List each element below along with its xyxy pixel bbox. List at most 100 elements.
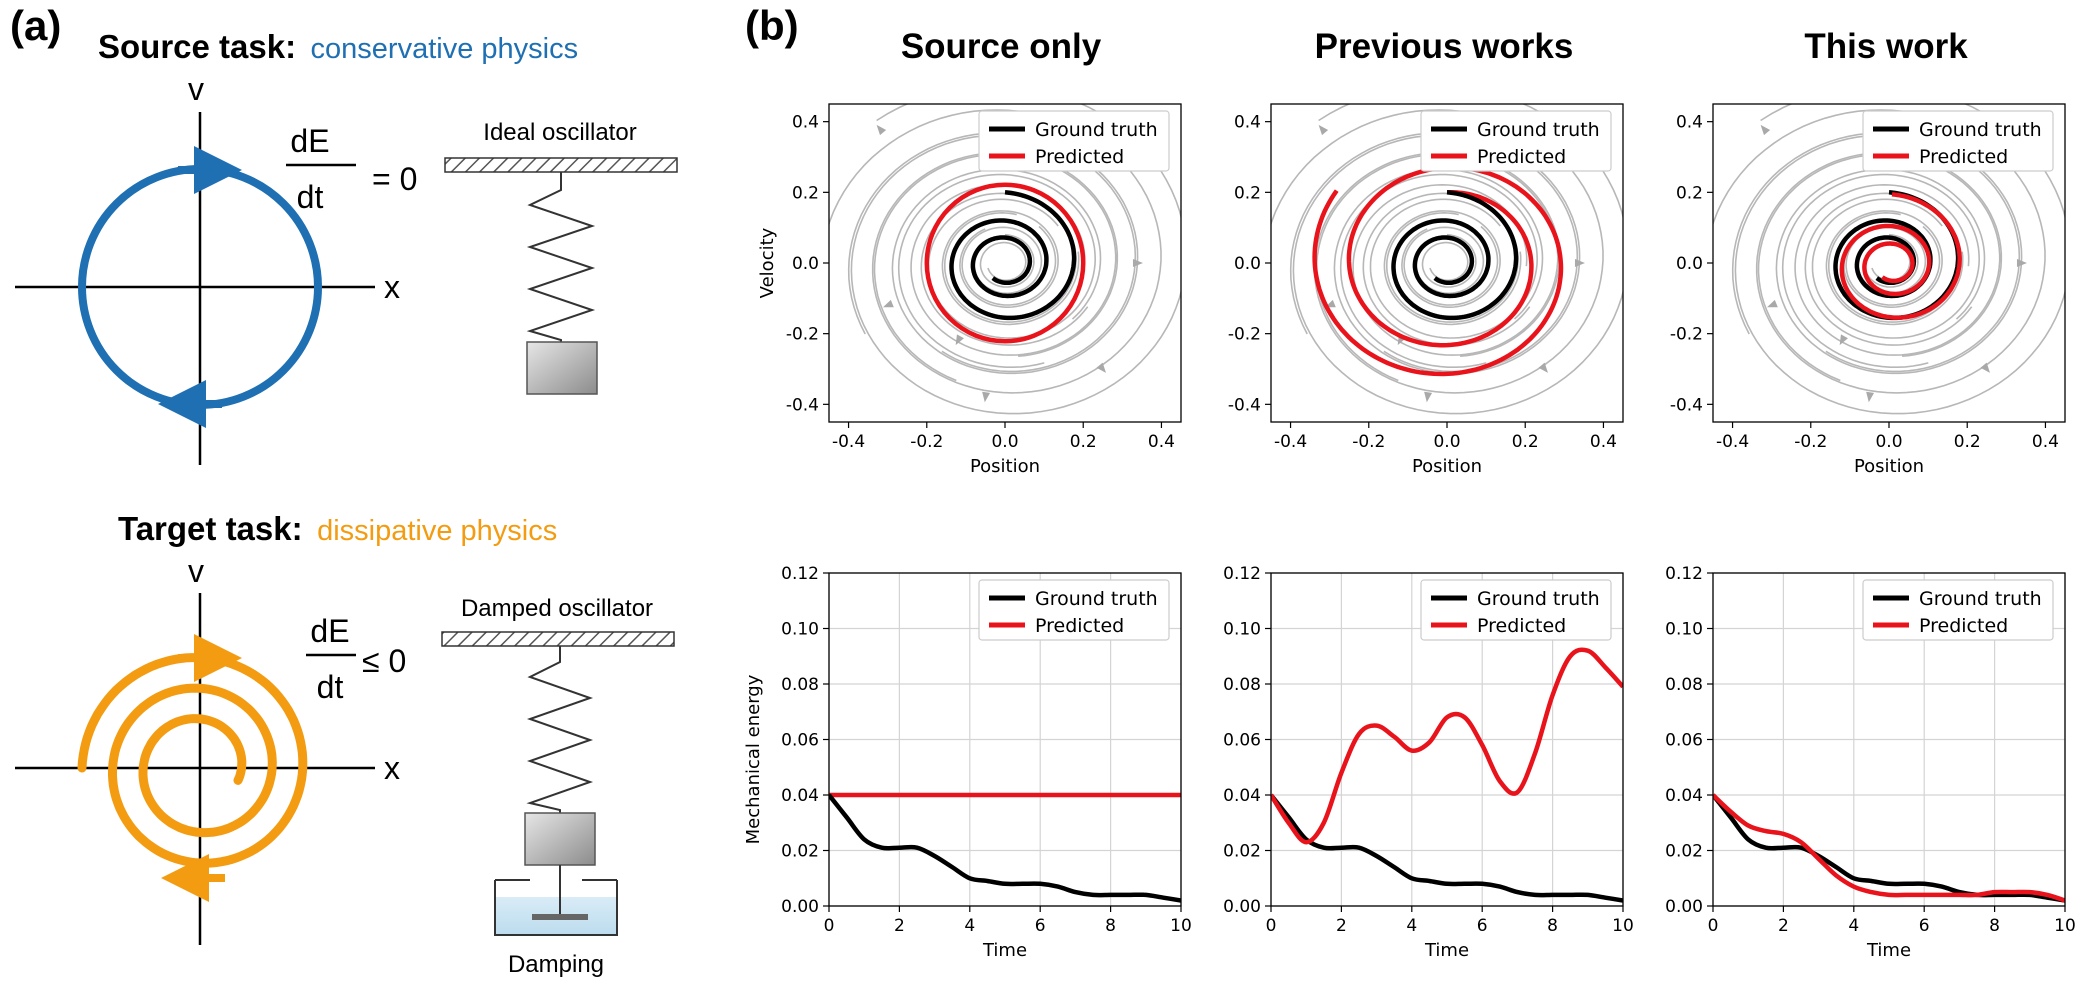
plot-frame	[828, 572, 1182, 907]
y-tick-label: 0.04	[781, 786, 819, 806]
source-eq-den: dt	[297, 179, 324, 215]
y-tick-label: -0.2	[1670, 325, 1703, 345]
streamline	[1315, 153, 1559, 382]
x-tick-label: 10	[1170, 916, 1192, 936]
y-tick-label: 0.08	[781, 675, 819, 695]
x-tick-label: 10	[2054, 916, 2076, 936]
y-tick-label: -0.2	[1228, 325, 1261, 345]
predicted-curve	[1271, 647, 1623, 845]
y-axis-label: Velocity	[757, 227, 778, 298]
y-tick-label: 0.08	[1223, 675, 1261, 695]
damped-mass	[524, 812, 596, 866]
x-tick-label: 8	[1547, 916, 1558, 936]
ground-truth-curve	[1271, 793, 1623, 903]
phase-2-legend-box	[1420, 110, 1612, 172]
ground-truth-curve	[1391, 190, 1519, 321]
y-tick-label: 0.0	[1676, 254, 1703, 274]
y-tick-label: 0.02	[1223, 842, 1261, 862]
x-axis-label: Time	[982, 940, 1027, 961]
damped-oscillator-label: Damped oscillator	[461, 595, 653, 622]
x-tick-label: 0.4	[2032, 432, 2059, 452]
x-tick-label: 0.4	[1148, 432, 1175, 452]
phase-curves	[924, 182, 1086, 344]
ideal-ceiling	[444, 157, 678, 173]
ideal-oscillator: Ideal oscillator	[444, 119, 678, 395]
column-title-this-work: This work	[1804, 27, 1968, 66]
stream-arrow	[1096, 362, 1106, 373]
x-tick-label: 0.2	[1954, 432, 1981, 452]
x-tick-label: 0.0	[991, 432, 1018, 452]
streamline	[961, 225, 1057, 306]
energy-curves	[829, 792, 1181, 903]
y-tick-label: 0.10	[1665, 620, 1703, 640]
source-task-title: Source task: conservative physics	[98, 28, 578, 65]
x-tick-label: 0.0	[1875, 432, 1902, 452]
x-tick-label: 0.0	[1433, 432, 1460, 452]
x-tick-label: 0	[1708, 916, 1719, 936]
streamline	[1403, 225, 1499, 306]
streamline	[1731, 132, 2023, 375]
plot-frame	[828, 103, 1182, 423]
stream-arrow	[1132, 259, 1143, 267]
streamline	[1421, 233, 1477, 288]
streamline	[1757, 153, 2001, 382]
damping-label: Damping	[508, 951, 604, 978]
phase-3-legend-pred-text: Predicted	[1919, 146, 2008, 168]
y-axis-label: Mechanical energy	[743, 674, 764, 844]
predicted-curve	[1839, 192, 1962, 320]
plot-frame	[1712, 572, 2066, 907]
x-axis-label: Position	[970, 456, 1040, 477]
y-tick-label: 0.4	[1234, 113, 1261, 133]
x-tick-label: -0.2	[1352, 432, 1385, 452]
phase-1-legend-box	[978, 110, 1170, 172]
stream-arrow	[1866, 391, 1875, 403]
x-tick-label: 2	[1778, 916, 1789, 936]
x-tick-label: 4	[1406, 916, 1417, 936]
streamline	[897, 173, 1097, 368]
y-tick-label: 0.06	[1665, 731, 1703, 751]
target-eq-den: dt	[317, 669, 344, 705]
energy-curves	[1271, 647, 1623, 903]
y-tick-label: 0.10	[781, 620, 819, 640]
y-tick-label: 0.10	[1223, 620, 1261, 640]
phase-3-legend-box	[1862, 110, 2054, 172]
energy-3-legend-pred-text: Predicted	[1919, 615, 2008, 637]
stream-arrow	[2016, 259, 2027, 267]
streamline	[873, 153, 1117, 382]
x-tick-label: -0.4	[832, 432, 865, 452]
energy-plot-2: 0 2 4 6 8 10 0.00 0.02 0.04 0.06 0.08 0.10 0.12 Time G…	[1223, 564, 1634, 961]
stream-arrow	[1980, 362, 1990, 373]
y-tick-label: 0.4	[792, 113, 819, 133]
target-v-label: v	[188, 553, 204, 589]
streamline	[847, 132, 1139, 375]
x-tick-label: 0	[1266, 916, 1277, 936]
damping-cup	[494, 880, 618, 936]
panel-a-label: (a)	[10, 2, 61, 49]
x-tick-label: 2	[1336, 916, 1347, 936]
y-tick-label: 0.00	[781, 897, 819, 917]
source-v-label: v	[188, 71, 204, 107]
ground-truth-curve	[829, 793, 1181, 903]
y-tick-label: 0.04	[1665, 786, 1703, 806]
phase-3-legend-truth-text: Ground truth	[1919, 119, 2042, 141]
x-tick-label: -0.4	[1716, 432, 1749, 452]
streamline	[1804, 192, 1973, 346]
stream-arrow	[1538, 362, 1548, 373]
streamline	[1383, 210, 1522, 326]
y-tick-label: 0.2	[1234, 183, 1261, 203]
source-eq-rel: = 0	[372, 161, 417, 197]
streamline	[920, 192, 1089, 346]
ground-truth-curve	[949, 190, 1077, 321]
panel-b-label: (b)	[745, 2, 799, 49]
x-tick-label: 8	[1105, 916, 1116, 936]
target-phase-diagram: v x	[15, 553, 400, 945]
y-tick-label: 0.0	[1234, 254, 1261, 274]
phase-2-legend-truth-text: Ground truth	[1477, 119, 1600, 141]
phase-2-legend-pred-text: Predicted	[1477, 146, 1566, 168]
target-task-title: Target task: dissipative physics	[118, 510, 557, 547]
y-tick-label: 0.06	[1223, 731, 1261, 751]
y-tick-label: 0.2	[1676, 183, 1703, 203]
source-task-bold: Source task:	[98, 28, 296, 65]
source-eq-num: dE	[290, 123, 329, 159]
